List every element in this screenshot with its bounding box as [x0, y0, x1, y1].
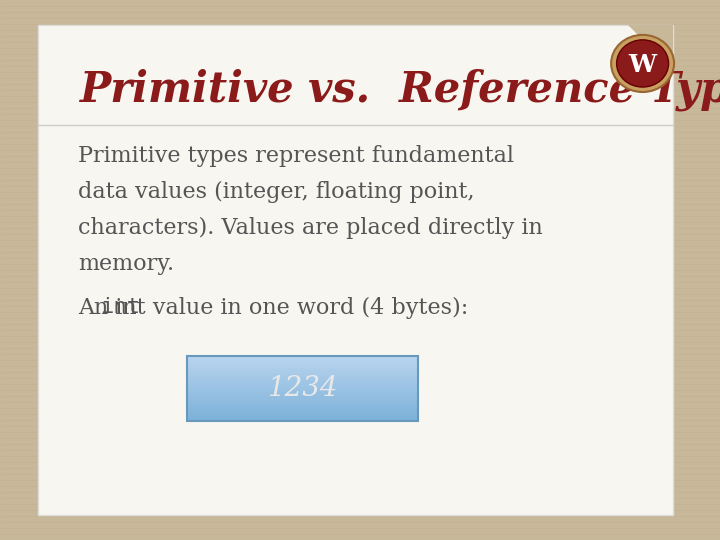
- Circle shape: [611, 35, 674, 92]
- Bar: [187, 419, 418, 420]
- Bar: [187, 409, 418, 410]
- Text: Primitive vs.  Reference Types: Primitive vs. Reference Types: [80, 69, 720, 111]
- Bar: [187, 386, 418, 387]
- Bar: [187, 388, 418, 389]
- Bar: [187, 378, 418, 379]
- Bar: [187, 417, 418, 418]
- Text: data values (integer, floating point,: data values (integer, floating point,: [78, 181, 474, 203]
- Bar: [187, 384, 418, 386]
- Bar: [187, 420, 418, 421]
- Bar: [187, 361, 418, 362]
- Bar: [187, 414, 418, 415]
- Bar: [187, 416, 418, 417]
- Bar: [187, 381, 418, 382]
- Bar: [187, 391, 418, 392]
- Bar: [187, 400, 418, 401]
- Bar: [187, 375, 418, 376]
- Bar: [187, 418, 418, 419]
- Polygon shape: [628, 25, 673, 70]
- Bar: [187, 376, 418, 377]
- Bar: [187, 407, 418, 408]
- Bar: [187, 397, 418, 399]
- Bar: [187, 374, 418, 375]
- Bar: [187, 389, 418, 390]
- Bar: [187, 367, 418, 368]
- Bar: [187, 408, 418, 409]
- Bar: [187, 364, 418, 365]
- Bar: [187, 390, 418, 391]
- Bar: [187, 382, 418, 383]
- Bar: [187, 365, 418, 366]
- Bar: [187, 368, 418, 369]
- Bar: [38, 25, 673, 515]
- Bar: [187, 401, 418, 402]
- Bar: [187, 387, 418, 388]
- Bar: [187, 383, 418, 384]
- Bar: [187, 413, 418, 414]
- Bar: [187, 357, 418, 359]
- Bar: [187, 362, 418, 363]
- Bar: [187, 395, 418, 396]
- Bar: [187, 392, 418, 393]
- Text: 1234: 1234: [267, 375, 338, 402]
- Bar: [187, 360, 418, 361]
- Bar: [187, 380, 418, 381]
- Bar: [187, 359, 418, 360]
- Bar: [187, 404, 418, 405]
- Bar: [187, 406, 418, 407]
- Bar: [187, 396, 418, 397]
- Text: W: W: [629, 53, 657, 77]
- Bar: [187, 377, 418, 378]
- Bar: [187, 356, 418, 421]
- Circle shape: [616, 40, 669, 87]
- Text: memory.: memory.: [78, 253, 174, 275]
- Bar: [187, 394, 418, 395]
- Bar: [187, 373, 418, 374]
- Bar: [187, 379, 418, 380]
- Bar: [187, 393, 418, 394]
- Bar: [187, 372, 418, 373]
- Bar: [187, 366, 418, 367]
- Text: An int value in one word (4 bytes):: An int value in one word (4 bytes):: [78, 297, 468, 319]
- Bar: [187, 402, 418, 403]
- Bar: [187, 403, 418, 404]
- Text: Primitive types represent fundamental: Primitive types represent fundamental: [78, 145, 514, 167]
- Text: characters). Values are placed directly in: characters). Values are placed directly …: [78, 217, 543, 239]
- Bar: [187, 363, 418, 364]
- Bar: [187, 405, 418, 406]
- Bar: [187, 356, 418, 357]
- Text: int: int: [100, 297, 140, 317]
- Bar: [187, 369, 418, 370]
- Bar: [187, 399, 418, 400]
- Bar: [187, 415, 418, 416]
- Bar: [187, 410, 418, 411]
- Bar: [187, 411, 418, 413]
- Bar: [187, 370, 418, 372]
